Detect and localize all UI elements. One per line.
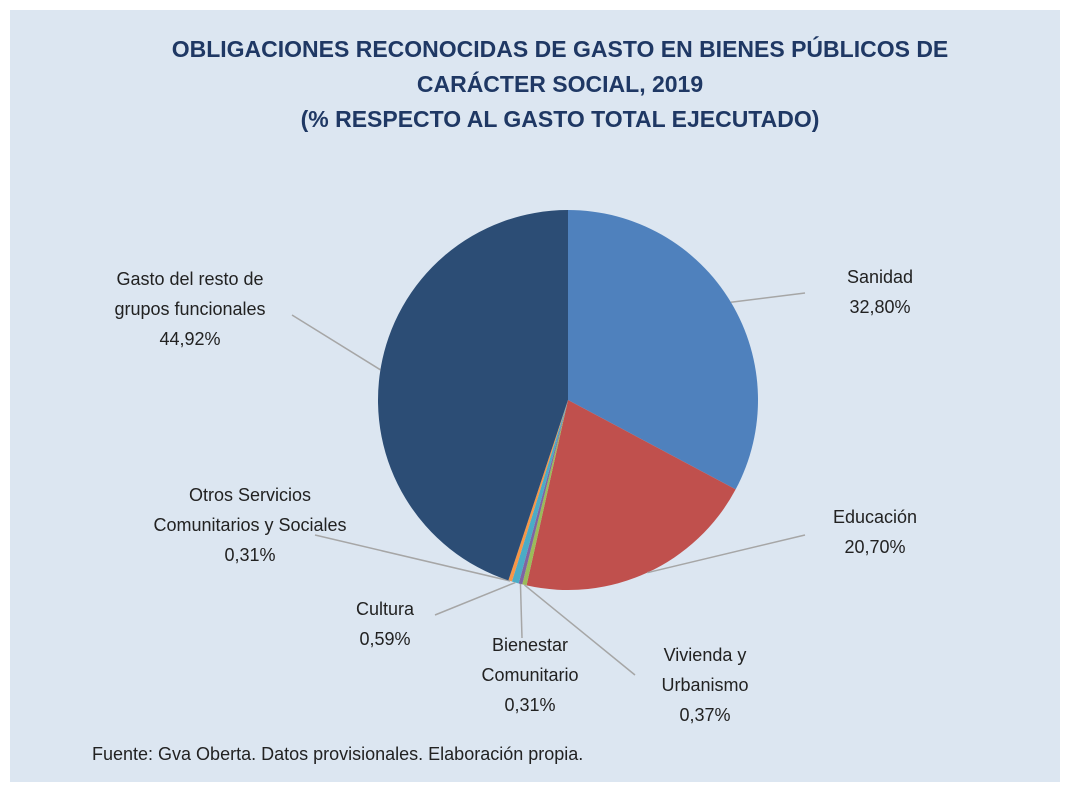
label-category: Otros Servicios Comunitarios y Sociales xyxy=(153,485,347,535)
label-category: Vivienda y Urbanismo xyxy=(661,645,749,695)
chart-title: OBLIGACIONES RECONOCIDAS DE GASTO EN BIE… xyxy=(171,36,949,97)
pie-slice xyxy=(522,400,568,586)
label-category: Gasto del resto de grupos funcionales xyxy=(114,269,266,319)
source-note: Fuente: Gva Oberta. Datos provisionales.… xyxy=(92,744,584,764)
pie-slice xyxy=(378,210,568,581)
pie-slice xyxy=(511,400,568,584)
label-value: 32,80% xyxy=(849,297,911,317)
label-value: 0,37% xyxy=(679,705,731,725)
data-label: Vivienda y Urbanismo 0,37% xyxy=(640,640,770,730)
chart-subtitle: (% RESPECTO AL GASTO TOTAL EJECUTADO) xyxy=(300,106,820,132)
label-value: 44,92% xyxy=(159,329,221,349)
label-category: Bienestar Comunitario xyxy=(481,635,579,685)
label-category: Cultura xyxy=(355,599,415,619)
leader-line xyxy=(519,583,523,639)
data-label: Cultura 0,59% xyxy=(330,594,440,654)
data-label: Gasto del resto de grupos funcionales 44,… xyxy=(90,264,290,354)
label-value: 0,31% xyxy=(224,545,276,565)
data-label: Otros Servicios Comunitarios y Sociales 0… xyxy=(150,480,350,570)
chart-title-block: OBLIGACIONES RECONOCIDAS DE GASTO EN BIE… xyxy=(130,32,990,137)
leader-line xyxy=(314,534,511,582)
data-label: Sanidad 32,80% xyxy=(800,262,960,322)
label-value: 20,70% xyxy=(844,537,906,557)
pie-slice xyxy=(518,400,568,585)
label-value: 0,31% xyxy=(504,695,556,715)
data-label: Educación 20,70% xyxy=(790,502,960,562)
label-category: Sanidad xyxy=(846,267,914,287)
pie-slice xyxy=(508,400,568,582)
leader-line xyxy=(730,292,806,304)
data-label: Bienestar Comunitario 0,31% xyxy=(455,630,605,720)
leader-line xyxy=(647,534,806,574)
label-value: 0,59% xyxy=(359,629,411,649)
leader-line xyxy=(523,584,636,676)
leader-line xyxy=(434,581,516,616)
pie-slice xyxy=(526,400,736,590)
pie-slice xyxy=(568,210,758,490)
label-category: Educación xyxy=(832,507,918,527)
leader-line xyxy=(291,314,381,371)
